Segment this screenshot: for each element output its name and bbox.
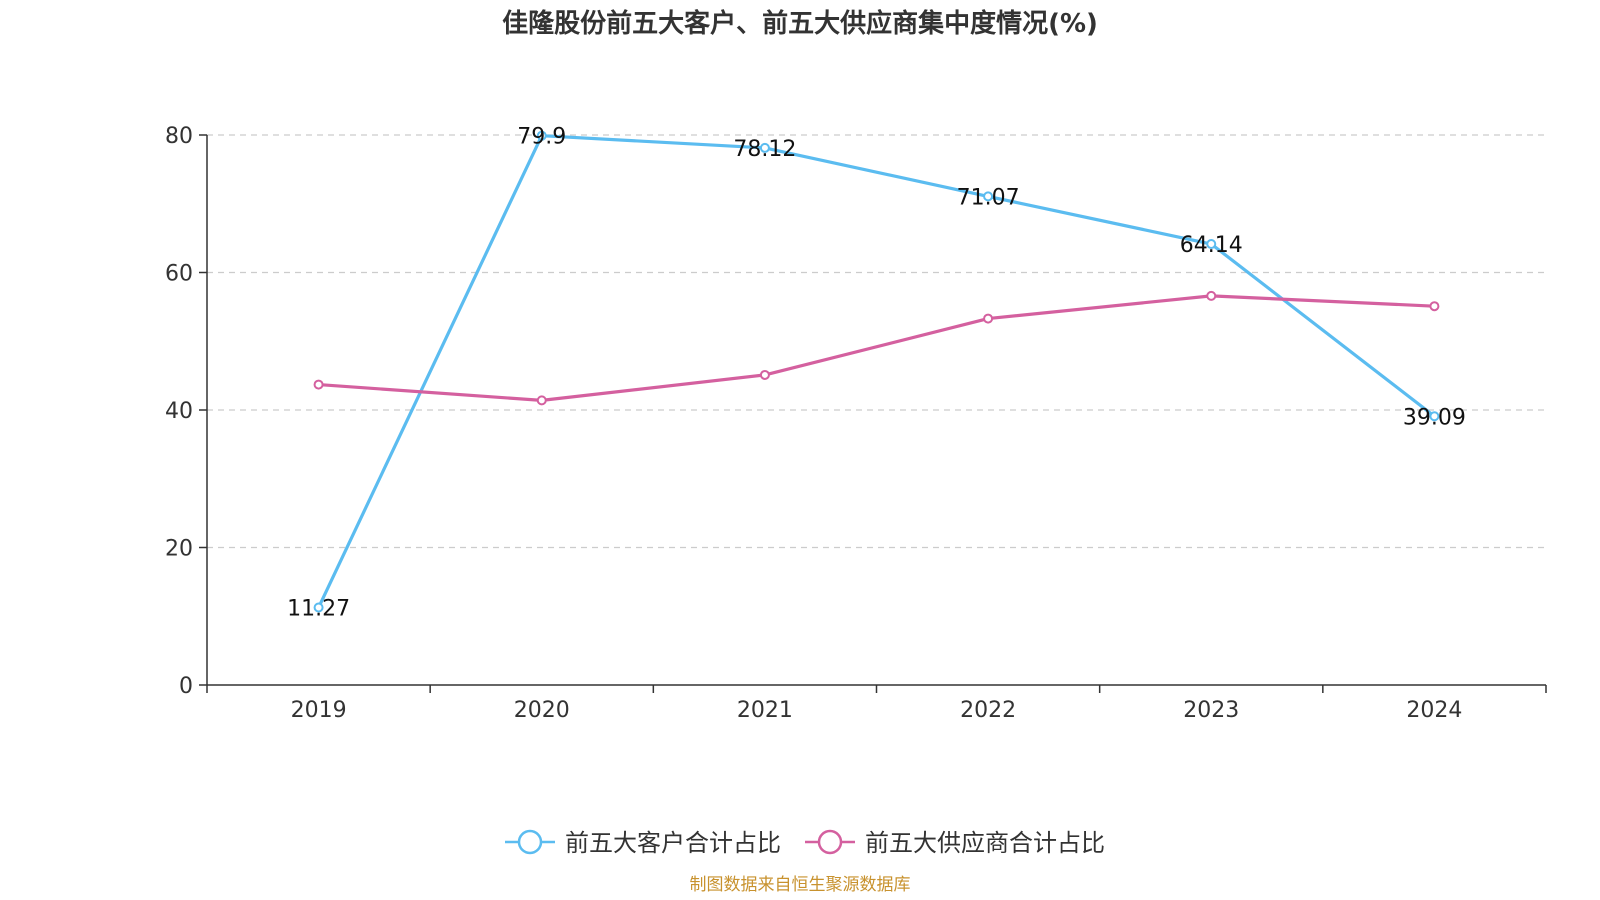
- data-point-s0-2024: [1429, 411, 1440, 422]
- y-tick-label-80: 80: [165, 124, 193, 149]
- series-line-0: [316, 134, 1437, 610]
- legend: 前五大客户合计占比 前五大供应商合计占比: [505, 829, 1105, 857]
- legend-marker-1: [817, 829, 843, 855]
- x-tick-label-2023: 2023: [1183, 698, 1239, 723]
- source-label: 制图数据来自恒生聚源数据库: [690, 875, 911, 895]
- data-labels: 11.27 79.9 78.12 71.07 64.14 39.09: [287, 125, 1466, 622]
- y-tick-label-20: 20: [165, 537, 193, 562]
- y-tick-label-0: 0: [179, 674, 193, 699]
- chart-title: 佳隆股份前五大客户、前五大供应商集中度情况(%): [502, 8, 1098, 39]
- data-label-s0-2021: 78.12: [733, 137, 796, 162]
- data-label-s0-2019: 11.27: [287, 597, 350, 622]
- data-point-s1-2024: [1429, 301, 1440, 312]
- data-point-s1-2020: [536, 395, 547, 406]
- data-point-s0-2022: [983, 191, 994, 202]
- data-point-s0-2020: [536, 130, 547, 141]
- data-point-s0-2019: [313, 602, 324, 613]
- series-lines: [313, 130, 1440, 613]
- series-line-1: [316, 294, 1437, 402]
- data-label-s0-2022: 71.07: [957, 185, 1020, 210]
- x-tick-label-2019: 2019: [291, 698, 347, 723]
- x-tick-label-2020: 2020: [514, 698, 570, 723]
- y-tick-label-40: 40: [165, 399, 193, 424]
- legend-marker-0: [517, 829, 543, 855]
- data-label-s0-2024: 39.09: [1403, 405, 1466, 430]
- axes: 0 20 40 60 80 2019 2020 2021 2022 2023 2024: [165, 124, 1547, 723]
- data-point-s1-2021: [759, 369, 770, 380]
- data-point-s1-2022: [983, 313, 994, 324]
- data-point-s0-2021: [759, 142, 770, 153]
- data-label-s0-2023: 64.14: [1180, 233, 1243, 258]
- x-tick-label-2024: 2024: [1406, 698, 1462, 723]
- data-point-s1-2019: [313, 379, 324, 390]
- x-tick-label-2022: 2022: [960, 698, 1016, 723]
- legend-label-0: 前五大客户合计占比: [565, 829, 781, 857]
- y-tick-label-60: 60: [165, 262, 193, 287]
- legend-label-1: 前五大供应商合计占比: [865, 829, 1105, 857]
- data-point-s0-2023: [1206, 239, 1217, 250]
- data-point-s1-2023: [1206, 290, 1217, 301]
- grid-lines: [207, 134, 1546, 549]
- x-tick-label-2021: 2021: [737, 698, 793, 723]
- data-label-s0-2020: 79.9: [517, 125, 566, 150]
